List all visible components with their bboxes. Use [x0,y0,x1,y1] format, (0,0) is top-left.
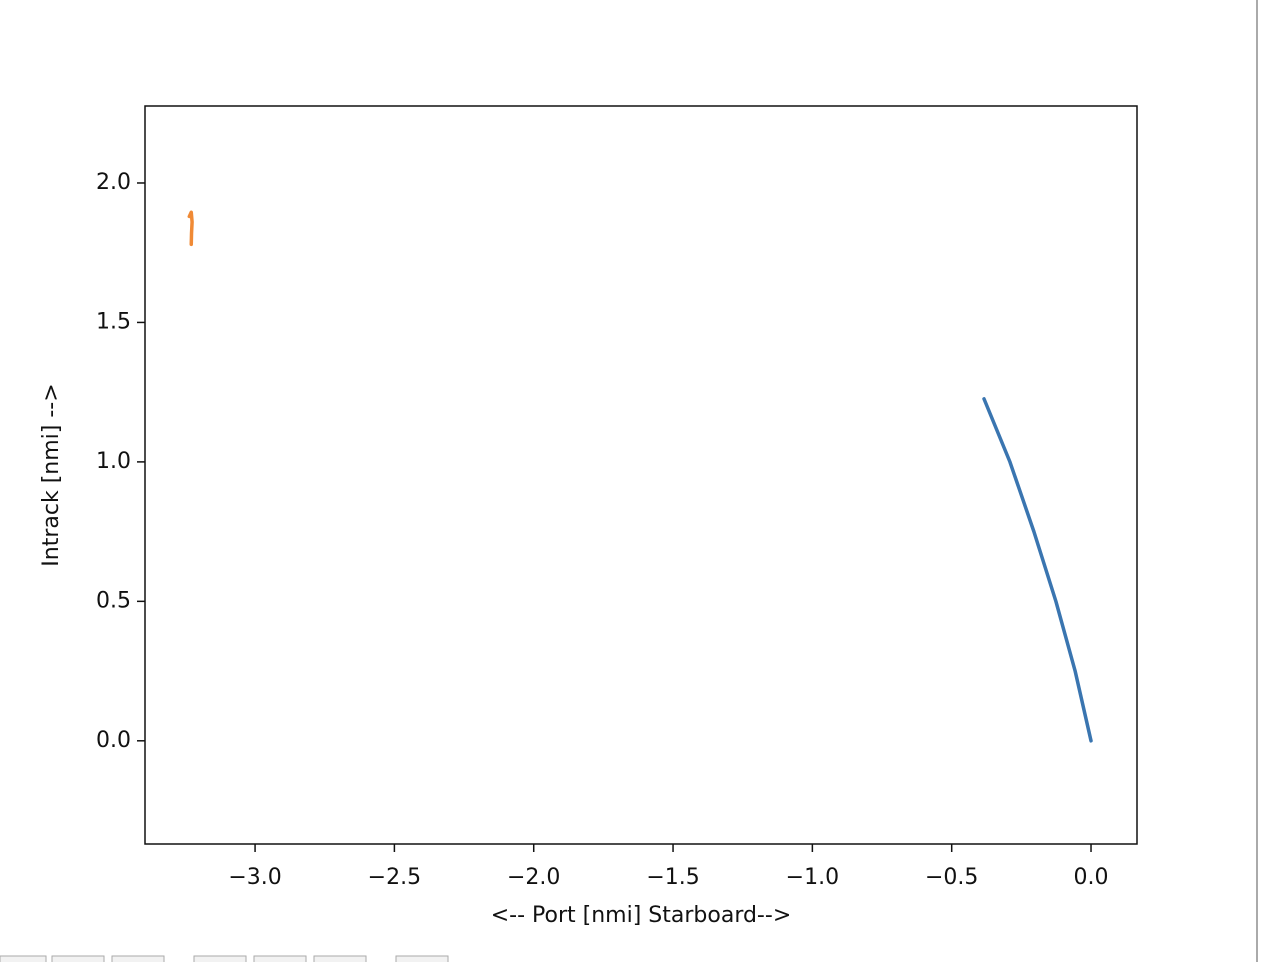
series-line [982,397,1093,743]
x-axis-label: <-- Port [nmi] Starboard--> [491,903,792,928]
toolbar-button[interactable] [313,955,367,966]
x-tick-label: −0.5 [925,865,978,890]
x-tick-label: −2.5 [368,865,421,890]
x-tick-label: −1.0 [786,865,839,890]
y-tick-label: 1.5 [96,309,131,334]
toolbar-button[interactable] [51,955,105,966]
y-tick-label: 0.0 [96,728,131,753]
x-tick-label: 0.0 [1074,865,1109,890]
toolbar-button[interactable] [395,955,449,966]
y-tick-label: 1.0 [96,449,131,474]
toolbar-button[interactable] [193,955,247,966]
toolbar-button[interactable] [0,955,47,966]
series-line [187,210,194,247]
y-tick-label: 0.5 [96,588,131,613]
toolbar-button[interactable] [111,955,165,966]
x-tick-label: −3.0 [228,865,281,890]
x-tick-label: −2.0 [507,865,560,890]
x-tick-label: −1.5 [646,865,699,890]
toolbar-button[interactable] [253,955,307,966]
y-tick-label: 2.0 [96,170,131,195]
y-axis-label: Intrack [nmi] --> [39,383,64,566]
plot-frame [144,105,1138,845]
